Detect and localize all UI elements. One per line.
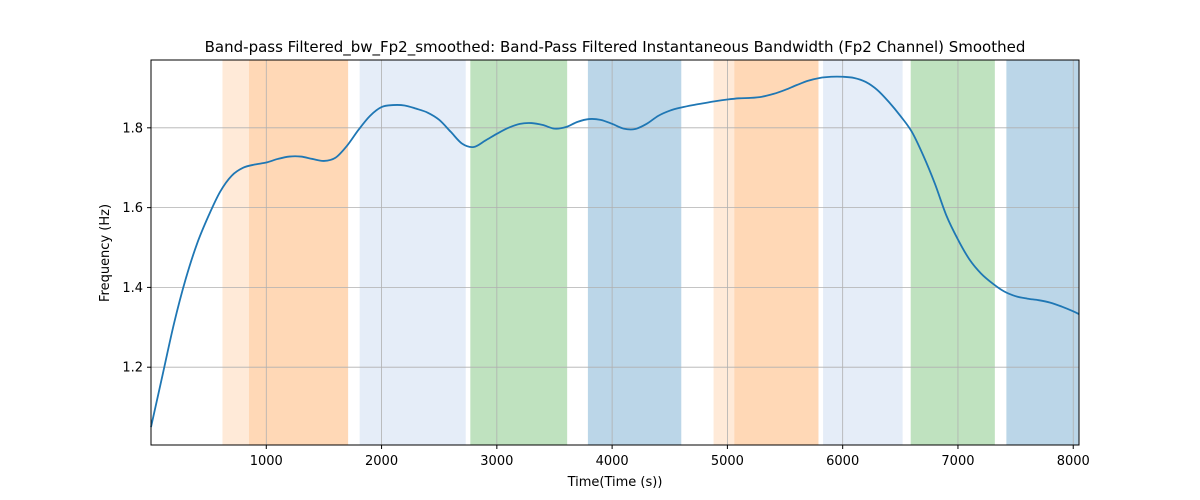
shaded-band-10 — [1006, 60, 1079, 445]
shaded-band-7 — [734, 60, 819, 445]
shaded-band-9 — [910, 60, 995, 445]
y-tick-label: 1.8 — [122, 121, 143, 136]
chart-title: Band-pass Filtered_bw_Fp2_smoothed: Band… — [205, 38, 1026, 57]
series-line-1 — [150, 75, 1080, 428]
x-tick-label: 7000 — [941, 454, 974, 469]
shaded-band-2 — [248, 60, 349, 445]
x-tick-label: 5000 — [711, 454, 744, 469]
x-tick-label: 2000 — [365, 454, 398, 469]
ticks-layer: 1000 2000 3000 4000 5000 6000 7000 8000 1.2 1.4 1.… — [122, 121, 1089, 469]
shaded-band-5 — [587, 60, 682, 445]
plot-frame — [150, 59, 1080, 446]
x-axis-title: Time(Time (s)) — [567, 475, 663, 490]
shaded-band-8 — [823, 60, 903, 445]
shaded-band-4 — [470, 60, 568, 445]
shaded-band-6 — [713, 60, 735, 445]
line-layer — [150, 75, 1080, 428]
y-axis-title: Frequency (Hz) — [98, 204, 113, 302]
x-tick-label: 1000 — [250, 454, 283, 469]
grid-layer — [151, 60, 1079, 445]
y-tick-label: 1.2 — [122, 361, 143, 376]
x-tick-label: 6000 — [826, 454, 859, 469]
y-tick-label: 1.6 — [122, 201, 143, 216]
x-tick-label: 3000 — [480, 454, 513, 469]
band-layer — [222, 60, 1079, 445]
shaded-band-1 — [222, 60, 249, 445]
x-tick-label: 8000 — [1057, 454, 1090, 469]
x-tick-label: 4000 — [596, 454, 629, 469]
shaded-band-3 — [359, 60, 466, 445]
y-tick-label: 1.4 — [122, 281, 143, 296]
